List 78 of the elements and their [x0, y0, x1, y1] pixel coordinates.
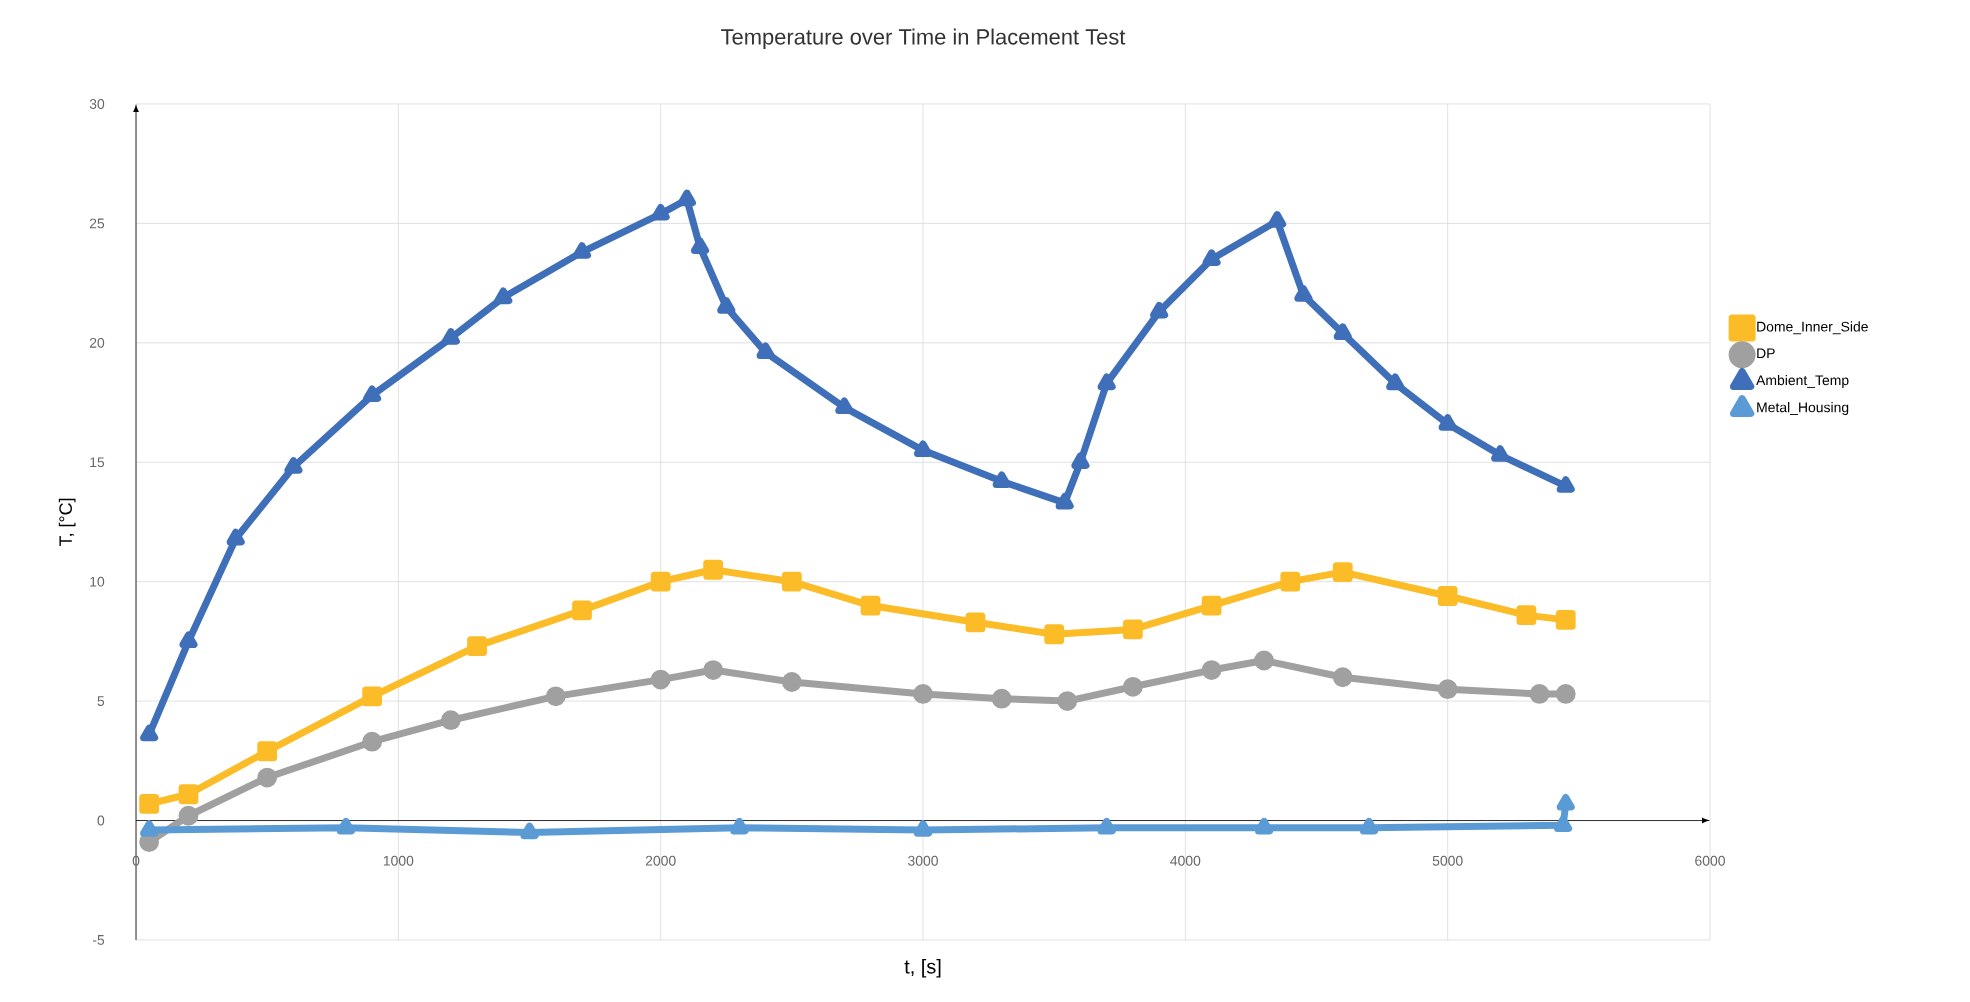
point: [835, 397, 854, 415]
point: [178, 805, 199, 826]
point: [1055, 492, 1074, 510]
point: [965, 612, 986, 633]
point: [494, 287, 513, 305]
point: [572, 242, 592, 259]
point: [1294, 285, 1313, 302]
point: [1255, 817, 1274, 835]
point: [1201, 595, 1222, 616]
point: [1554, 815, 1573, 833]
point: [1122, 619, 1143, 640]
point: [1556, 793, 1575, 811]
point: [1555, 610, 1576, 630]
point: [1332, 667, 1353, 688]
point: [1097, 817, 1116, 835]
point: [1150, 301, 1169, 319]
point: [336, 817, 355, 835]
point: [140, 724, 159, 742]
point: [756, 342, 775, 360]
point: [284, 457, 303, 474]
point: [226, 528, 245, 546]
point: [703, 660, 724, 680]
point: [1202, 249, 1221, 266]
point: [1333, 323, 1352, 340]
point: [441, 328, 460, 345]
point: [178, 784, 199, 805]
point: [913, 440, 933, 458]
point: [545, 686, 566, 707]
point: [1268, 211, 1287, 228]
point: [1437, 586, 1458, 606]
point: [730, 817, 749, 835]
point: [1097, 373, 1116, 391]
point: [650, 571, 671, 592]
point: [1556, 476, 1575, 493]
y-axis-title: T, [°C]: [58, 498, 76, 547]
point: [913, 820, 933, 837]
point: [677, 189, 696, 207]
point: [1386, 373, 1405, 391]
point: [257, 741, 278, 762]
point: [440, 710, 461, 731]
point: [703, 559, 724, 580]
point: [139, 793, 160, 814]
point: [650, 669, 671, 690]
point: [362, 686, 383, 707]
point: [1044, 624, 1065, 645]
point: [1516, 605, 1537, 626]
point: [257, 767, 278, 788]
point: [781, 571, 802, 592]
point: [1359, 817, 1379, 835]
point: [467, 636, 487, 657]
point: [913, 684, 933, 704]
point: [1280, 571, 1301, 592]
point: [362, 731, 383, 752]
point: [1254, 650, 1274, 671]
point: [1201, 660, 1222, 680]
point: [1438, 414, 1457, 431]
point: [1529, 684, 1550, 704]
x-axis-title: t, [s]: [904, 959, 941, 978]
chart-title: Temperature over Time in Placement Test: [721, 28, 1126, 49]
point: [717, 297, 736, 314]
point: [651, 203, 670, 221]
point: [520, 822, 539, 840]
point: [1332, 562, 1353, 583]
point: [860, 595, 881, 616]
point: [140, 820, 159, 837]
point: [781, 672, 802, 692]
point: [572, 600, 592, 621]
point: [1491, 445, 1510, 462]
point: [179, 631, 198, 649]
point: [1071, 452, 1090, 469]
point: [991, 688, 1012, 709]
point: [363, 385, 382, 403]
point: [1437, 679, 1458, 700]
point: [1122, 676, 1143, 697]
point: [690, 237, 710, 254]
point: [992, 471, 1011, 489]
point: [1555, 684, 1576, 704]
point: [1057, 691, 1078, 712]
